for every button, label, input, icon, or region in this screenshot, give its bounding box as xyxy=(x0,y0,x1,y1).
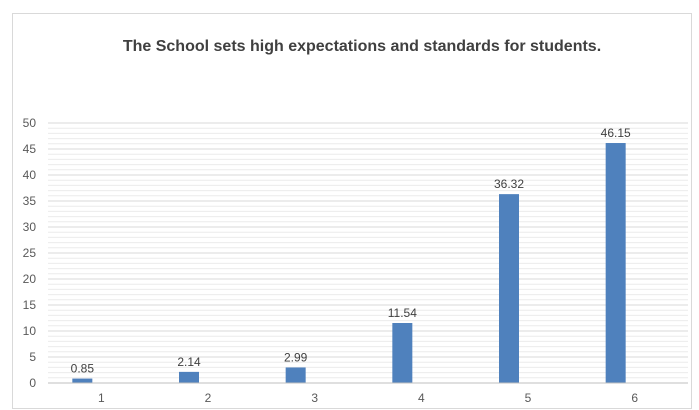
x-tick-label: 5 xyxy=(525,391,532,405)
y-tick-label: 45 xyxy=(23,142,37,156)
y-tick-label: 25 xyxy=(23,246,37,260)
y-tick-label: 40 xyxy=(23,168,37,182)
bar-4 xyxy=(392,322,413,383)
y-tick-label: 10 xyxy=(23,324,37,338)
bar-5 xyxy=(499,194,519,383)
y-tick-label: 5 xyxy=(29,350,36,364)
x-tick-label: 2 xyxy=(205,391,212,405)
chart-title: The School sets high expectations and st… xyxy=(122,38,602,55)
data-label: 0.85 xyxy=(71,362,95,376)
data-label: 36.32 xyxy=(494,177,524,191)
x-tick-label: 6 xyxy=(631,391,638,405)
y-tick-label: 30 xyxy=(23,220,37,234)
data-label: 2.14 xyxy=(177,355,201,369)
bars xyxy=(72,143,626,383)
y-tick-label: 15 xyxy=(23,298,37,312)
bar-2 xyxy=(179,371,199,383)
x-tick-label: 1 xyxy=(98,391,105,405)
bar-6 xyxy=(605,143,626,383)
y-tick-label: 20 xyxy=(23,272,37,286)
gridlines xyxy=(48,122,688,379)
x-tick-label: 3 xyxy=(311,391,318,405)
y-tick-label: 0 xyxy=(29,376,36,390)
data-labels: 0.85 2.14 2.99 11.54 36.32 46.15 xyxy=(71,126,631,376)
bar-3 xyxy=(285,367,306,383)
y-tick-label: 35 xyxy=(23,194,37,208)
bar-1 xyxy=(72,378,93,383)
x-tick-label: 4 xyxy=(418,391,425,405)
data-label: 46.15 xyxy=(601,126,631,140)
y-tick-label: 50 xyxy=(23,116,37,130)
data-label: 2.99 xyxy=(284,350,308,364)
data-label: 11.54 xyxy=(388,306,417,320)
